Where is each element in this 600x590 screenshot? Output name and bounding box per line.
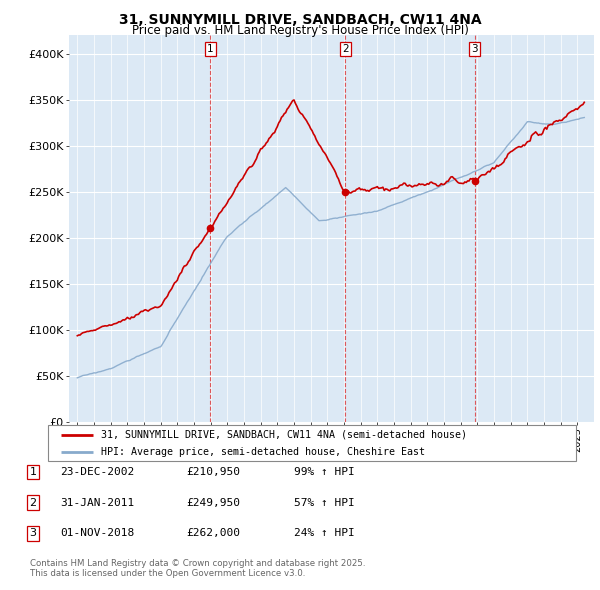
Text: This data is licensed under the Open Government Licence v3.0.: This data is licensed under the Open Gov… bbox=[30, 569, 305, 578]
Text: 31, SUNNYMILL DRIVE, SANDBACH, CW11 4NA (semi-detached house): 31, SUNNYMILL DRIVE, SANDBACH, CW11 4NA … bbox=[101, 430, 467, 440]
Text: 1: 1 bbox=[207, 44, 214, 54]
Text: 31, SUNNYMILL DRIVE, SANDBACH, CW11 4NA: 31, SUNNYMILL DRIVE, SANDBACH, CW11 4NA bbox=[119, 13, 481, 27]
FancyBboxPatch shape bbox=[48, 425, 576, 461]
Text: 01-NOV-2018: 01-NOV-2018 bbox=[60, 529, 134, 538]
Text: 2: 2 bbox=[342, 44, 349, 54]
Text: £262,000: £262,000 bbox=[186, 529, 240, 538]
Text: £249,950: £249,950 bbox=[186, 498, 240, 507]
Text: 99% ↑ HPI: 99% ↑ HPI bbox=[294, 467, 355, 477]
Text: £210,950: £210,950 bbox=[186, 467, 240, 477]
Text: HPI: Average price, semi-detached house, Cheshire East: HPI: Average price, semi-detached house,… bbox=[101, 447, 425, 457]
Text: 57% ↑ HPI: 57% ↑ HPI bbox=[294, 498, 355, 507]
Text: 2: 2 bbox=[29, 498, 37, 507]
Text: 24% ↑ HPI: 24% ↑ HPI bbox=[294, 529, 355, 538]
Text: 1: 1 bbox=[29, 467, 37, 477]
Text: Contains HM Land Registry data © Crown copyright and database right 2025.: Contains HM Land Registry data © Crown c… bbox=[30, 559, 365, 568]
Text: Price paid vs. HM Land Registry's House Price Index (HPI): Price paid vs. HM Land Registry's House … bbox=[131, 24, 469, 37]
Text: 3: 3 bbox=[29, 529, 37, 538]
Text: 23-DEC-2002: 23-DEC-2002 bbox=[60, 467, 134, 477]
Text: 3: 3 bbox=[471, 44, 478, 54]
Text: 31-JAN-2011: 31-JAN-2011 bbox=[60, 498, 134, 507]
